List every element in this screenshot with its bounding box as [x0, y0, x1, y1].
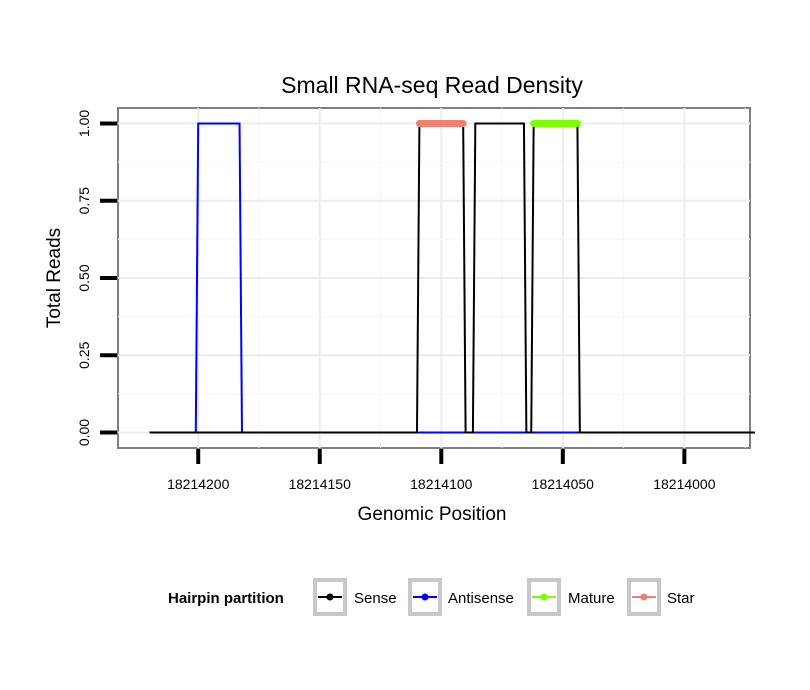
legend: Hairpin partition Sense Antisense Mature St…	[168, 578, 695, 616]
legend-key-point	[540, 593, 548, 601]
y-tick-label: 1.00	[76, 110, 92, 137]
x-tick-label: 18214100	[410, 476, 473, 492]
x-tick-label: 18214200	[167, 476, 230, 492]
legend-label: Star	[667, 590, 695, 607]
legend-item-star: Star	[627, 578, 695, 616]
legend-label: Antisense	[448, 590, 514, 607]
x-tick-label: 18214000	[653, 476, 716, 492]
legend-label: Mature	[568, 590, 615, 607]
legend-item-antisense: Antisense	[408, 578, 514, 616]
legend-key-point	[421, 593, 429, 601]
y-axis-title: Total Reads	[44, 228, 65, 328]
series-layer	[149, 119, 755, 434]
x-axis-title: Genomic Position	[358, 504, 507, 525]
y-tick-label: 0.50	[76, 264, 92, 291]
x-tick-label: 18214050	[532, 476, 595, 492]
legend-item-mature: Mature	[527, 578, 615, 616]
legend-item-sense: Sense	[313, 578, 397, 616]
chart-title: Small RNA-seq Read Density	[281, 72, 583, 98]
legend-key-point	[640, 593, 648, 601]
legend-key-point	[326, 593, 334, 601]
axes: 18214200 18214150 18214100 18214050 18214000…	[76, 110, 716, 492]
legend-title: Hairpin partition	[168, 590, 284, 607]
legend-label: Sense	[354, 590, 397, 607]
y-tick-label: 0.75	[76, 187, 92, 214]
y-tick-label: 0.00	[76, 419, 92, 446]
x-tick-label: 18214150	[289, 476, 352, 492]
y-tick-label: 0.25	[76, 341, 92, 368]
